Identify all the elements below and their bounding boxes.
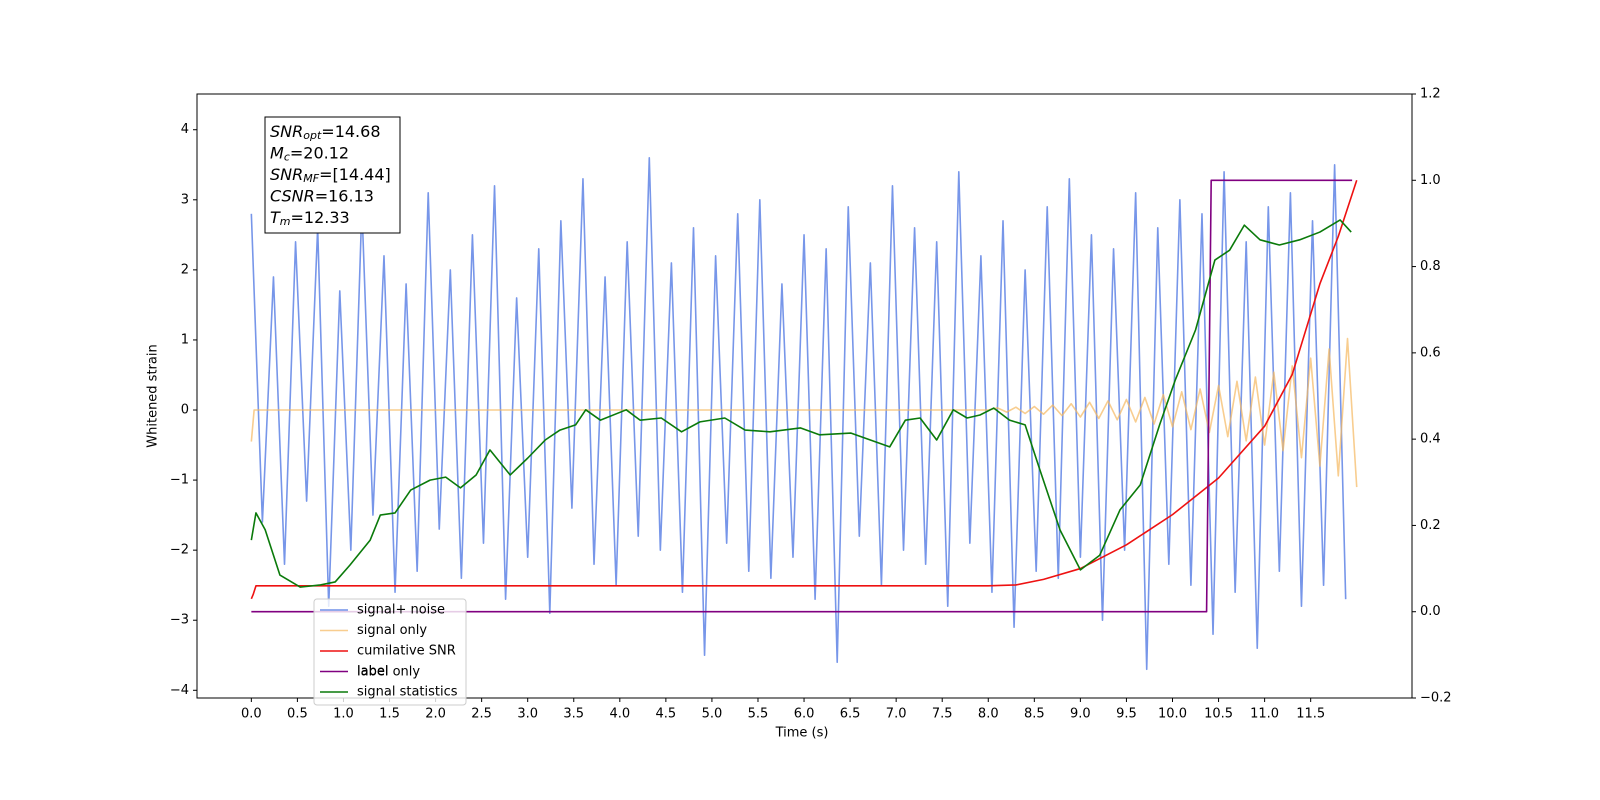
x-tick-label: 2.0 [425, 707, 446, 722]
annotation-symbol: SNR [270, 122, 303, 141]
x-tick-label: 4.0 [609, 707, 630, 722]
x-tick-label: 8.5 [1024, 707, 1045, 722]
y-tick-label: 3 [181, 192, 189, 207]
series-line [251, 179, 1353, 613]
legend-label: signal+ noise [357, 603, 445, 618]
y2-tick-label: −0.2 [1420, 691, 1452, 706]
y-tick-label: 2 [181, 262, 189, 277]
legend-label: signal only [357, 623, 427, 638]
x-tick-label: 5.5 [748, 707, 769, 722]
annotation-value: =16.13 [315, 186, 374, 205]
x-tick-label: 3.0 [517, 707, 538, 722]
annotation-box: SNRopt=14.68Mc=20.12SNRMF=[14.44]CSNR=16… [264, 116, 401, 234]
annotation-line: Tm=12.33 [270, 208, 350, 229]
x-tick-label: 8.0 [978, 707, 999, 722]
annotation-subscript: c [284, 151, 290, 164]
annotation-symbol: M [270, 143, 284, 162]
annotation-symbol: SNR [270, 165, 303, 184]
x-tick-label: 1.5 [379, 707, 400, 722]
annotation-symbol: T [270, 208, 281, 227]
y-tick-label: −1 [170, 473, 189, 488]
hidden-legend-text: label only [357, 665, 420, 680]
y-tick-label: 0 [181, 403, 189, 418]
x-tick-label: 6.0 [794, 707, 815, 722]
x-tick-label: 6.5 [840, 707, 861, 722]
x-tick-label: 1.0 [333, 707, 354, 722]
x-tick-label: 11.5 [1296, 707, 1325, 722]
y2-tick-label: 1.0 [1420, 173, 1441, 188]
plot-lines [250, 156, 1358, 671]
annotation-line: SNRopt=14.68 [270, 122, 381, 143]
annotation-subscript: MF [303, 172, 319, 185]
series-line [250, 337, 1358, 488]
annotation-value: =12.33 [291, 208, 350, 227]
y-tick-label: −3 [170, 613, 189, 628]
annotation-value: =20.12 [290, 143, 349, 162]
x-axis-label: Time (s) [775, 726, 829, 741]
x-tick-label: 9.0 [1070, 707, 1091, 722]
annotation-line: Mc=20.12 [270, 143, 349, 164]
y2-tick-label: 0.4 [1420, 432, 1441, 447]
y2-tick-label: 1.2 [1420, 87, 1441, 102]
x-tick-label: 3.5 [563, 707, 584, 722]
y-axis-label: Whitened strain [146, 344, 161, 447]
legend-label: label [357, 664, 388, 679]
x-tick-label: 11.0 [1250, 707, 1279, 722]
x-tick-label: 7.0 [886, 707, 907, 722]
annotation-subscript: opt [303, 129, 322, 142]
legend-label: signal statistics [357, 685, 458, 700]
y-tick-label: −4 [170, 683, 189, 698]
x-tick-label: 5.0 [702, 707, 723, 722]
y2-tick-label: 0.0 [1420, 604, 1441, 619]
annotation-value: =[14.44] [319, 165, 391, 184]
x-tick-label: 0.0 [241, 707, 262, 722]
annotation-value: =14.68 [321, 122, 380, 141]
x-tick-label: 0.5 [287, 707, 308, 722]
series-line [250, 219, 1352, 588]
annotation-line: SNRMF=[14.44] [270, 165, 391, 186]
legend-frame [313, 598, 467, 706]
x-tick-label: 4.5 [656, 707, 677, 722]
x-tick-label: 9.5 [1116, 707, 1137, 722]
y2-tick-label: 0.2 [1420, 518, 1441, 533]
y2-tick-label: 0.6 [1420, 345, 1441, 360]
legend-label: cumilative SNR [357, 644, 456, 659]
annotation-subscript: m [280, 215, 291, 228]
legend: label only signal+ noise signal only cumila… [313, 598, 467, 706]
series-line [250, 180, 1358, 600]
y-tick-label: −2 [170, 543, 189, 558]
y2-tick-label: 0.8 [1420, 259, 1441, 274]
x-tick-label: 10.5 [1204, 707, 1233, 722]
x-tick-label: 10.0 [1158, 707, 1187, 722]
axes: 0.0 0.5 1.0 1.5 2.0 2.5 3.0 3.5 4.0 4.5 5.0 5.5 6.0 6… [170, 87, 1452, 722]
x-tick-label: 7.5 [932, 707, 953, 722]
annotation-symbol: CSNR [270, 186, 315, 205]
annotation-frame [264, 116, 401, 234]
y-tick-label: 4 [181, 122, 189, 137]
x-tick-label: 2.5 [471, 707, 492, 722]
annotation-line: CSNR=16.13 [270, 186, 374, 205]
y-tick-label: 1 [181, 332, 189, 347]
